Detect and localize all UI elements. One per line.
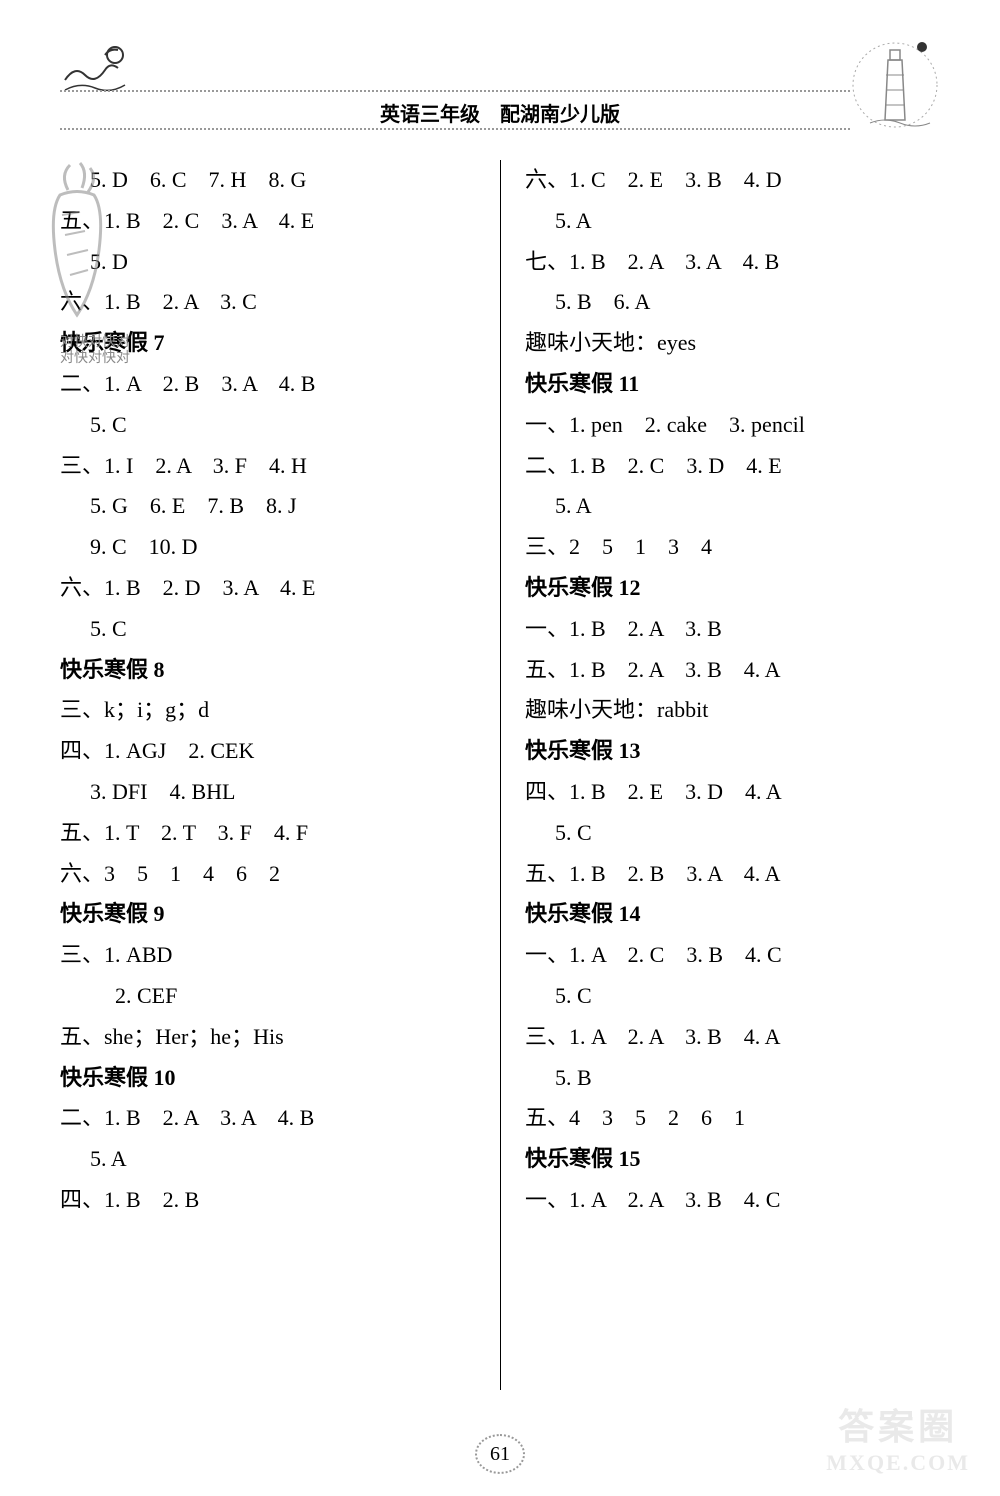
answer-row: 六、1. B 2. D 3. A 4. E xyxy=(60,568,485,609)
answer-row: 七、1. B 2. A 3. A 4. B xyxy=(525,242,940,283)
answer-row: 六、1. B 2. A 3. C xyxy=(60,282,485,323)
answer-row: 5. C xyxy=(60,609,485,650)
answer-row: 五、1. B 2. C 3. A 4. E xyxy=(60,201,485,242)
content-area: 5. D 6. C 7. H 8. G五、1. B 2. C 3. A 4. E… xyxy=(60,160,940,1390)
answer-row: 五、1. B 2. B 3. A 4. A xyxy=(525,854,940,895)
answer-row: 一、1. B 2. A 3. B xyxy=(525,609,940,650)
answer-row: 趣味小天地：eyes xyxy=(525,323,940,364)
answer-row: 5. D xyxy=(60,242,485,283)
answer-row: 一、1. A 2. A 3. B 4. C xyxy=(525,1180,940,1221)
answer-row: 一、1. A 2. C 3. B 4. C xyxy=(525,935,940,976)
answer-row: 5. B 6. A xyxy=(525,282,940,323)
answer-row: 5. B xyxy=(525,1058,940,1099)
answer-row: 5. C xyxy=(525,976,940,1017)
answer-row: 三、1. A 2. A 3. B 4. A xyxy=(525,1017,940,1058)
answer-row: 快乐寒假 11 xyxy=(525,364,940,405)
header-dotted-line-top xyxy=(60,90,850,92)
answer-row: 快乐寒假 13 xyxy=(525,731,940,772)
answer-row: 五、1. B 2. A 3. B 4. A xyxy=(525,650,940,691)
answer-row: 5. C xyxy=(525,813,940,854)
answer-row: 快乐寒假 8 xyxy=(60,650,485,691)
answer-row: 5. A xyxy=(525,201,940,242)
answer-row: 三、k；i；g；d xyxy=(60,690,485,731)
answer-row: 四、1. AGJ 2. CEK xyxy=(60,731,485,772)
answer-row: 9. C 10. D xyxy=(60,527,485,568)
answer-row: 五、she；Her；he；His xyxy=(60,1017,485,1058)
answer-row: 5. G 6. E 7. B 8. J xyxy=(60,486,485,527)
lighthouse-icon xyxy=(850,35,940,145)
answer-row: 5. A xyxy=(60,1139,485,1180)
answer-row: 5. C xyxy=(60,405,485,446)
answer-row: 二、1. B 2. A 3. A 4. B xyxy=(60,1098,485,1139)
footer-watermark-cn: 答案圈 xyxy=(826,1398,970,1450)
watermark-line-2: 对快对快对 xyxy=(60,351,130,367)
right-column: 六、1. C 2. E 3. B 4. D5. A七、1. B 2. A 3. … xyxy=(500,160,940,1390)
answer-row: 5. A xyxy=(525,486,940,527)
answer-row: 快乐寒假 15 xyxy=(525,1139,940,1180)
answer-row: 四、1. B 2. B xyxy=(60,1180,485,1221)
answer-row: 2. CEF xyxy=(60,976,485,1017)
answer-row: 四、1. B 2. E 3. D 4. A xyxy=(525,772,940,813)
header-dotted-line-bottom xyxy=(60,128,850,130)
answer-row: 三、1. ABD xyxy=(60,935,485,976)
footer-watermark: 答案圈 MXQE.COM xyxy=(826,1398,970,1476)
watermark-line-1: 对快对快对 xyxy=(60,335,130,351)
answer-row: 五、4 3 5 2 6 1 xyxy=(525,1098,940,1139)
footer-watermark-en: MXQE.COM xyxy=(826,1450,970,1476)
answer-row: 六、3 5 1 4 6 2 xyxy=(60,854,485,895)
answer-row: 一、1. pen 2. cake 3. pencil xyxy=(525,405,940,446)
answer-row: 趣味小天地：rabbit xyxy=(525,690,940,731)
answer-row: 快乐寒假 14 xyxy=(525,894,940,935)
page-number: 61 xyxy=(490,1443,510,1466)
answer-row: 六、1. C 2. E 3. B 4. D xyxy=(525,160,940,201)
answer-row: 二、1. B 2. C 3. D 4. E xyxy=(525,446,940,487)
answer-row: 快乐寒假 9 xyxy=(60,894,485,935)
answer-row: 快乐寒假 12 xyxy=(525,568,940,609)
answer-row: 三、2 5 1 3 4 xyxy=(525,527,940,568)
answer-row: 5. D 6. C 7. H 8. G xyxy=(60,160,485,201)
answer-row: 五、1. T 2. T 3. F 4. F xyxy=(60,813,485,854)
answer-row: 三、1. I 2. A 3. F 4. H xyxy=(60,446,485,487)
page-header: 英语三年级 配湖南少儿版 xyxy=(60,30,940,150)
answer-row: 3. DFI 4. BHL xyxy=(60,772,485,813)
answer-row: 二、1. A 2. B 3. A 4. B xyxy=(60,364,485,405)
page-title: 英语三年级 配湖南少儿版 xyxy=(380,98,620,127)
watermark-text: 对快对快对 对快对快对 xyxy=(60,335,130,367)
column-divider xyxy=(500,160,501,1390)
answer-row: 快乐寒假 10 xyxy=(60,1058,485,1099)
